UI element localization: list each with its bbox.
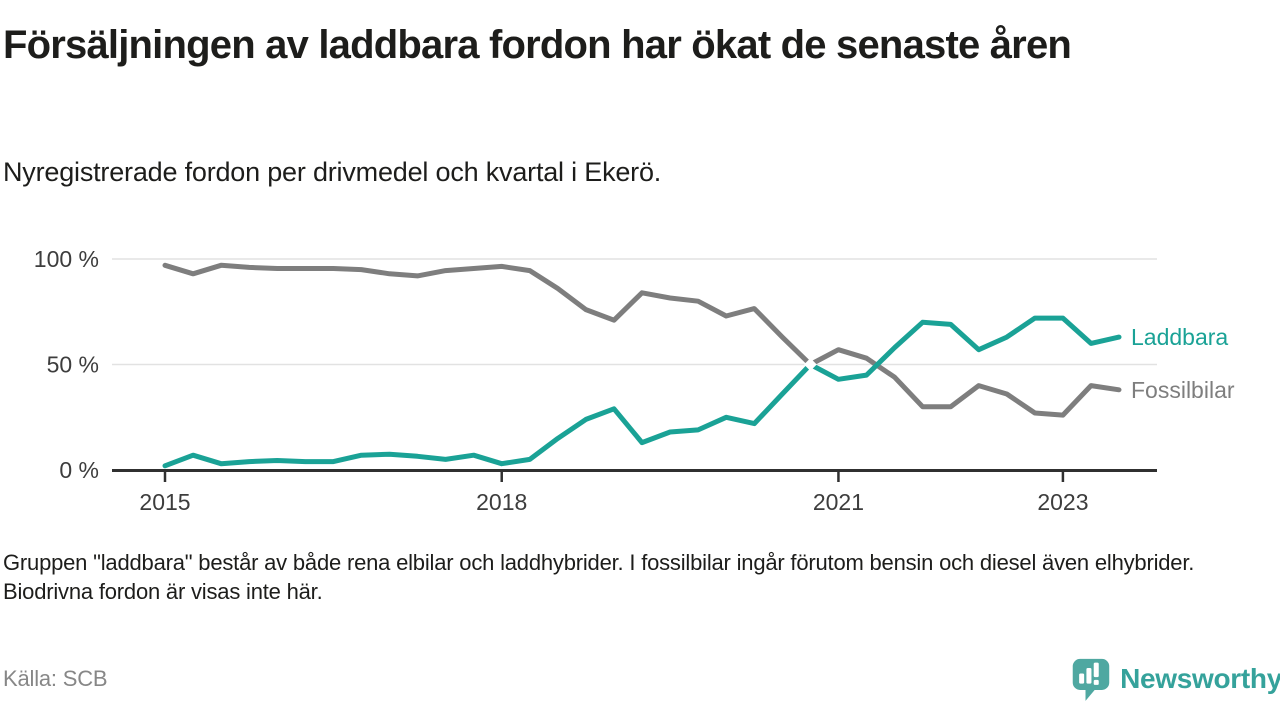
x-axis-tick-label: 2023 bbox=[1037, 489, 1088, 515]
y-axis-tick-label: 0 % bbox=[59, 457, 99, 483]
chart-subtitle: Nyregistrerade fordon per drivmedel och … bbox=[3, 157, 662, 187]
x-axis-tick-label: 2021 bbox=[813, 489, 864, 515]
exclamation-dot-icon bbox=[1093, 679, 1099, 685]
chart-title: Försäljningen av laddbara fordon har öka… bbox=[3, 23, 1072, 67]
series-line-laddbara bbox=[162, 315, 1122, 469]
series-label-laddbara: Laddbara bbox=[1131, 324, 1228, 350]
series-label-fossilbilar: Fossilbilar bbox=[1131, 377, 1235, 403]
source-label: Källa: SCB bbox=[3, 666, 108, 691]
newsworthy-logo: Newsworthy bbox=[1070, 654, 1280, 704]
exclamation-stem-icon bbox=[1093, 662, 1099, 678]
bar-short-icon bbox=[1079, 673, 1085, 684]
series-line-fossilbilar bbox=[162, 262, 1122, 418]
bar-tall-icon bbox=[1086, 668, 1092, 684]
axes bbox=[112, 469, 1157, 482]
axis-and-series-labels: 100 % 50 % 0 % 2015 2018 2021 2023 Fossilbilar L… bbox=[34, 246, 1235, 515]
newsworthy-logo-icon bbox=[1072, 658, 1110, 701]
data-series bbox=[162, 262, 1122, 469]
y-axis-tick-label: 50 % bbox=[47, 352, 99, 378]
x-axis-tick-label: 2015 bbox=[139, 489, 190, 515]
x-axis-tick-label: 2018 bbox=[476, 489, 527, 515]
y-axis-tick-label: 100 % bbox=[34, 246, 99, 272]
newsworthy-wordmark: Newsworthy bbox=[1120, 663, 1280, 694]
gridlines bbox=[112, 258, 1157, 366]
chart-footnote: Gruppen "laddbara" består av både rena e… bbox=[3, 550, 1195, 604]
